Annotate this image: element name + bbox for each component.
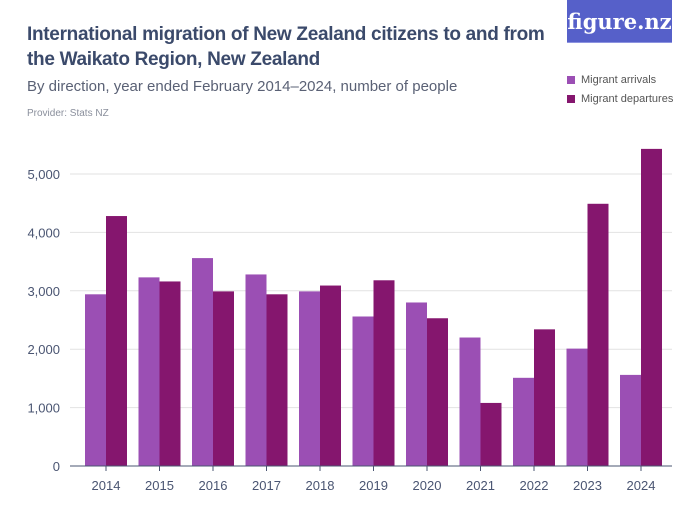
y-tick-label: 5,000 — [27, 167, 60, 182]
bar-arrivals-2021 — [459, 337, 481, 466]
bar-departures-2021 — [480, 402, 502, 466]
bar-arrivals-2015 — [138, 277, 160, 466]
chart-subtitle: By direction, year ended February 2014–2… — [27, 78, 458, 95]
x-tick-label: 2023 — [573, 478, 602, 493]
bar-departures-2019 — [373, 280, 395, 466]
x-tick-label: 2020 — [413, 478, 442, 493]
x-tick-label: 2024 — [627, 478, 656, 493]
bar-departures-2017 — [266, 294, 288, 466]
chart-title: International migration of New Zealand c… — [27, 24, 545, 70]
bar-arrivals-2019 — [352, 316, 374, 466]
bar-departures-2016 — [213, 291, 234, 466]
y-tick-label: 1,000 — [27, 401, 60, 416]
bar-departures-2022 — [534, 329, 555, 466]
x-tick-label: 2015 — [145, 478, 174, 493]
bar-departures-2014 — [106, 216, 127, 466]
x-tick-label: 2016 — [199, 478, 228, 493]
bar-arrivals-2016 — [192, 258, 213, 466]
bar-departures-2015 — [159, 281, 181, 466]
x-tick-label: 2017 — [252, 478, 281, 493]
y-tick-label: 2,000 — [27, 342, 60, 357]
x-tick-label: 2022 — [520, 478, 549, 493]
bar-departures-2018 — [320, 285, 341, 466]
bar-departures-2023 — [587, 203, 609, 466]
x-tick-label: 2014 — [92, 478, 121, 493]
bar-arrivals-2022 — [513, 377, 534, 466]
x-tick-label: 2018 — [306, 478, 335, 493]
y-tick-label: 4,000 — [27, 225, 60, 240]
y-tick-label: 0 — [53, 459, 60, 474]
x-tick-label: 2019 — [359, 478, 388, 493]
bar-departures-2024 — [641, 148, 662, 466]
provider-text: Provider: Stats NZ — [27, 108, 109, 119]
y-tick-label: 3,000 — [27, 284, 60, 299]
bar-arrivals-2020 — [406, 302, 427, 466]
figure-nz-logo[interactable]: figure.nz — [567, 0, 672, 43]
bar-arrivals-2024 — [620, 374, 641, 466]
bar-arrivals-2023 — [566, 348, 588, 466]
bar-arrivals-2017 — [245, 274, 267, 466]
legend-label: Migrant departures — [581, 92, 674, 105]
legend-swatch — [567, 75, 575, 84]
x-tick-label: 2021 — [466, 478, 495, 493]
bar-arrivals-2018 — [299, 291, 320, 466]
legend: Migrant arrivals Migrant departures — [567, 70, 673, 108]
bar-departures-2020 — [427, 318, 448, 466]
bar-arrivals-2014 — [85, 294, 106, 466]
legend-label: Migrant arrivals — [581, 73, 657, 86]
legend-swatch — [567, 94, 575, 103]
legend-item-arrivals: Migrant arrivals — [567, 70, 673, 89]
legend-item-departures: Migrant departures — [567, 89, 673, 108]
